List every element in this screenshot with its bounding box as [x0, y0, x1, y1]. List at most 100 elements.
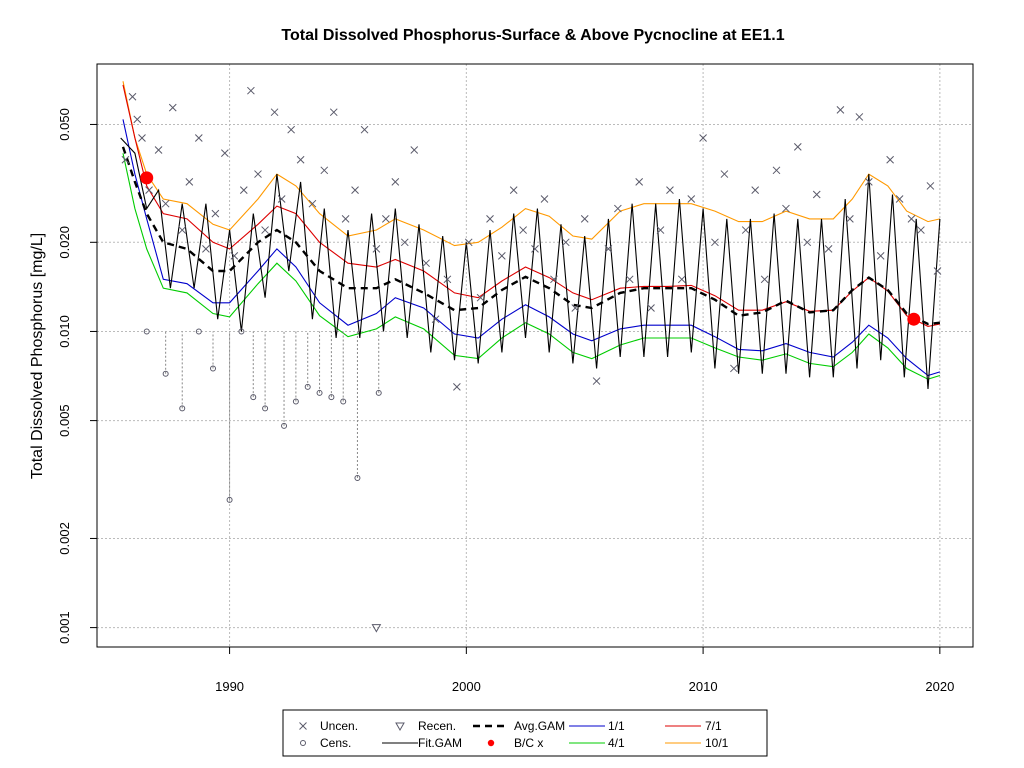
uncensored-point — [185, 177, 194, 186]
censored-point — [340, 398, 347, 405]
uncensored-point — [647, 304, 655, 312]
uncensored-point — [270, 108, 279, 117]
bc-point — [140, 171, 154, 185]
uncensored-point — [519, 226, 528, 234]
legend-box — [282, 709, 768, 757]
series-line-avg-gam — [121, 146, 941, 326]
uncensored-point — [824, 245, 833, 253]
legend-item: B/C x — [487, 736, 543, 750]
uncensored-point — [864, 177, 873, 186]
uncensored-point — [677, 275, 686, 284]
uncensored-point — [128, 92, 137, 101]
uncensored-point — [846, 214, 854, 223]
censored-point — [179, 405, 186, 412]
censored-point — [281, 422, 288, 429]
uncensored-point — [372, 245, 381, 253]
uncensored-point — [154, 146, 163, 154]
uncensored-point — [161, 199, 170, 208]
uncensored-point — [230, 251, 239, 260]
uncensored-point — [138, 134, 146, 142]
legend-label: B/C x — [514, 736, 543, 750]
series-layer — [120, 81, 941, 389]
y-tick-label: 0.020 — [57, 226, 72, 259]
uncensored-point — [666, 186, 674, 195]
uncensored-point — [772, 166, 781, 175]
uncensored-point — [730, 364, 738, 373]
uncensored-point — [486, 214, 494, 223]
censored-point — [143, 328, 150, 335]
series-line-fit-gam — [120, 137, 941, 389]
uncensored-point — [836, 106, 845, 114]
uncensored-point — [261, 226, 269, 234]
censored-point — [304, 383, 311, 390]
x-tick-label: 2020 — [925, 679, 954, 694]
uncensored-point — [917, 226, 925, 234]
uncensored-point — [202, 245, 210, 253]
censored-point — [354, 475, 361, 482]
recensored-point — [371, 624, 382, 633]
legend-symbol-circle — [300, 740, 306, 746]
censored-point — [226, 496, 233, 503]
uncensored-point — [168, 103, 177, 112]
legend-label: 1/1 — [608, 719, 625, 733]
uncensored-point — [933, 267, 942, 275]
legend-item: Recen. — [395, 719, 456, 733]
uncensored-point — [604, 245, 613, 253]
uncensored-point — [614, 204, 622, 213]
uncensored-point — [886, 155, 894, 164]
uncensored-point — [782, 204, 790, 213]
y-tick-label: 0.010 — [57, 315, 72, 348]
uncensored-point — [453, 383, 461, 391]
uncensored-point — [687, 195, 696, 203]
uncensored-point — [926, 182, 935, 190]
legend-symbol-triangle — [395, 722, 405, 732]
uncensored-point — [121, 155, 130, 164]
uncensored-point — [351, 186, 359, 195]
x-axis-ticks: 1990 2000 2010 2020 — [215, 647, 954, 694]
uncensored-point — [531, 245, 539, 253]
series-line-1-1 — [122, 119, 941, 377]
legend-label: Avg.GAM — [514, 719, 565, 733]
legend-label: 4/1 — [608, 736, 625, 750]
y-tick-label: 0.050 — [57, 108, 72, 141]
points-layer — [121, 86, 942, 633]
uncensored-point — [509, 186, 518, 195]
censored-point — [195, 328, 202, 335]
uncensored-point — [400, 238, 409, 247]
x-tick-label: 2000 — [452, 679, 481, 694]
uncensored-point — [561, 238, 570, 247]
legend-symbol-dot — [487, 739, 495, 747]
x-tick-label: 1990 — [215, 679, 244, 694]
censored-point — [292, 398, 299, 405]
uncensored-point — [247, 86, 255, 95]
uncensored-point — [741, 226, 750, 234]
uncensored-point — [133, 115, 142, 124]
legend-item: Uncen. — [299, 719, 358, 733]
censored-point — [328, 394, 335, 401]
censored-point — [316, 389, 323, 396]
uncensored-point — [239, 186, 248, 195]
y-axis-ticks: 0.001 0.002 0.005 0.010 0.020 0.050 — [57, 108, 97, 644]
legend-symbol-x — [299, 722, 307, 730]
legend-label: Fit.GAM — [418, 736, 462, 750]
bc-point — [907, 312, 921, 326]
series-line-4-1 — [122, 153, 941, 380]
legend-item: 1/1 — [569, 719, 625, 733]
plot-frame — [96, 63, 974, 648]
legend-item: 7/1 — [665, 719, 722, 733]
legend-item: 10/1 — [665, 736, 729, 750]
uncensored-point — [360, 125, 369, 134]
uncensored-point — [907, 214, 916, 223]
censored-point — [162, 370, 169, 377]
uncensored-point — [855, 113, 864, 121]
uncensored-point — [178, 226, 187, 234]
x-tick-label: 2010 — [689, 679, 718, 694]
uncensored-point — [296, 155, 305, 164]
uncensored-point — [391, 177, 400, 186]
chart-title: Total Dissolved Phosphorus-Surface & Abo… — [281, 27, 784, 44]
uncensored-point — [443, 275, 452, 284]
uncensored-point — [540, 195, 549, 203]
censored-point — [250, 394, 257, 401]
uncensored-point — [793, 143, 802, 151]
uncensored-point — [287, 125, 295, 134]
